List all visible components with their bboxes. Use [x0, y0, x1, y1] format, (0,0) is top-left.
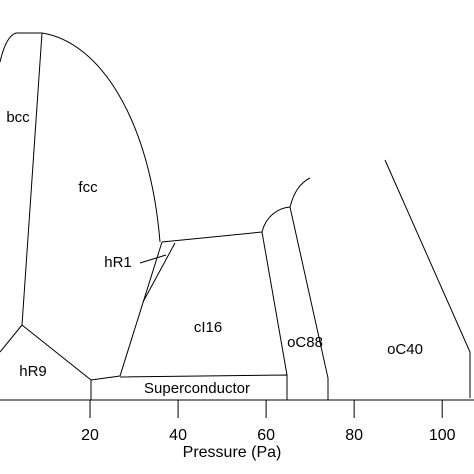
boundary: [119, 241, 163, 377]
region-label: oC88: [287, 334, 323, 351]
x-tick-label: 80: [345, 427, 363, 444]
x-tick-label: 100: [429, 427, 456, 444]
boundary: [289, 177, 311, 208]
region-label: Superconductor: [144, 380, 250, 397]
x-tick-label: 60: [257, 427, 275, 444]
boundary: [90, 375, 121, 381]
region-label: hR9: [19, 363, 47, 380]
boundary: [261, 206, 329, 400]
x-tick-label: 40: [169, 427, 187, 444]
phase-boundaries: [0, 32, 471, 400]
boundary: [139, 254, 167, 264]
x-tick-label: 20: [81, 427, 99, 444]
region-label: oC40: [387, 341, 423, 358]
boundary: [21, 32, 43, 326]
x-axis-label: Pressure (Pa): [183, 444, 282, 461]
region-label: cI16: [194, 319, 222, 336]
region-label: bcc: [6, 109, 30, 126]
boundary: [161, 231, 288, 376]
region-label: hR1: [104, 254, 132, 271]
boundary: [0, 324, 23, 353]
boundary: [142, 242, 176, 303]
region-label: fcc: [78, 179, 98, 196]
boundary: [0, 32, 161, 243]
boundary: [384, 159, 471, 398]
